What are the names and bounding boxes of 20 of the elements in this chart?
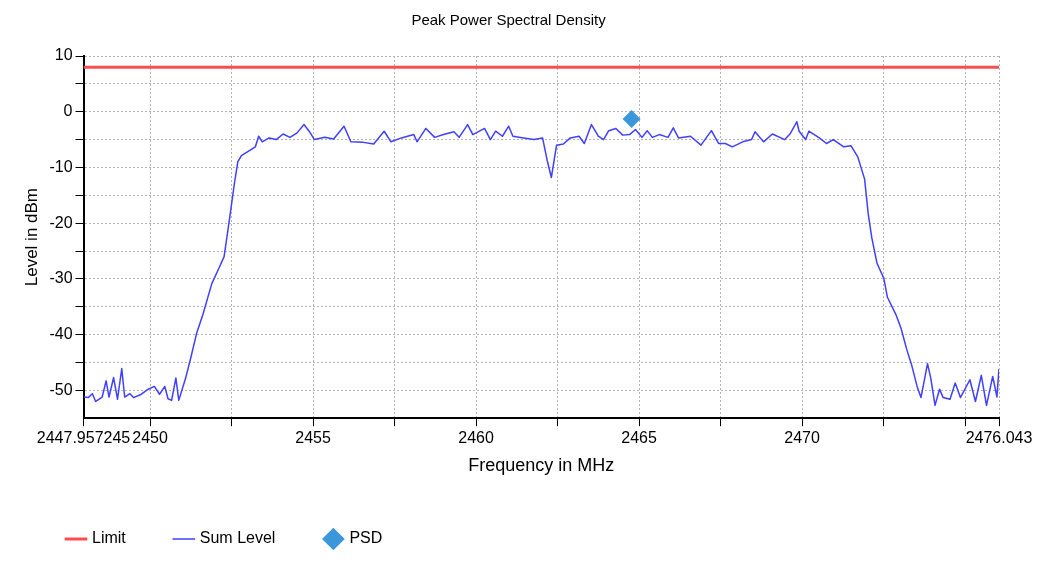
x-tick-label: 2470	[784, 429, 820, 447]
y-tick-label: -20	[49, 213, 73, 231]
legend-label: PSD	[349, 529, 383, 547]
y-tick-label: -30	[49, 269, 73, 287]
x-tick-label: 2460	[458, 429, 494, 447]
x-tick-label: 2447.957245	[36, 429, 131, 447]
chart-title: Peak Power Spectral Density	[411, 11, 607, 29]
y-tick-label: -50	[49, 380, 73, 398]
legend-label: Sum Level	[199, 529, 276, 547]
y-tick-label: 0	[63, 102, 73, 120]
y-tick-label: -40	[49, 325, 73, 343]
legend-label: Limit	[92, 529, 127, 547]
x-tick-label: 2450	[132, 429, 169, 447]
x-tick-label: 2476.043	[965, 429, 1033, 447]
y-tick-label: -10	[49, 157, 73, 175]
x-tick-label: 2465	[621, 429, 657, 447]
x-tick-label: 2455	[295, 429, 331, 447]
y-axis-title: Level in dBm	[21, 187, 41, 287]
x-axis-title: Frequency in MHz	[468, 455, 615, 476]
y-tick-label: 10	[54, 46, 73, 64]
